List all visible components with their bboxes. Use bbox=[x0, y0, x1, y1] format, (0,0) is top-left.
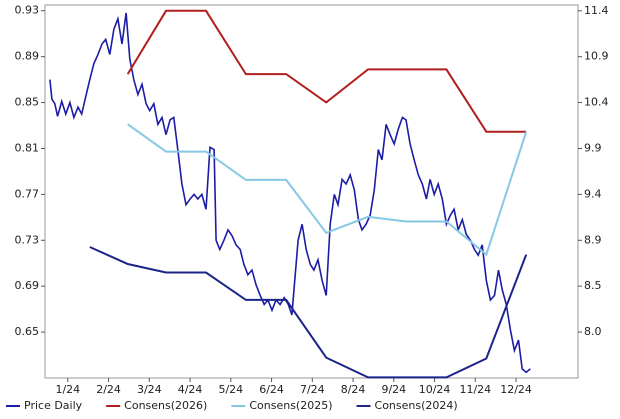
x-tick-label: 3/24 bbox=[137, 383, 162, 396]
x-tick-label: 4/24 bbox=[178, 383, 203, 396]
y-tick-label: 0.65 bbox=[15, 325, 40, 338]
x-tick-label: 1/24 bbox=[55, 383, 80, 396]
y2-tick-label: 8.5 bbox=[584, 279, 602, 292]
x-tick-label: 2/24 bbox=[96, 383, 121, 396]
legend-label: Consens(2024) bbox=[375, 399, 458, 412]
x-tick-label: 8/24 bbox=[341, 383, 366, 396]
series-line bbox=[89, 246, 528, 379]
y2-tick-label: 10.9 bbox=[584, 50, 609, 63]
y-tick-label: 0.85 bbox=[15, 96, 40, 109]
y-tick-label: 0.81 bbox=[15, 141, 40, 154]
y2-tick-label: 9.9 bbox=[584, 141, 602, 154]
x-tick-label: 9/24 bbox=[381, 383, 406, 396]
series-line bbox=[126, 9, 527, 133]
x-tick-label: 10/24 bbox=[419, 383, 451, 396]
y2-tick-label: 10.4 bbox=[584, 96, 609, 109]
x-tick-label: 11/24 bbox=[459, 383, 491, 396]
x-tick-label: 6/24 bbox=[259, 383, 284, 396]
y2-tick-label: 11.4 bbox=[584, 4, 609, 17]
plot-frame bbox=[44, 4, 579, 379]
y-tick-label: 0.69 bbox=[15, 279, 40, 292]
y2-tick-label: 9.4 bbox=[584, 187, 602, 200]
y-tick-label: 0.73 bbox=[15, 233, 40, 246]
y-tick-label: 0.89 bbox=[15, 50, 40, 63]
legend-label: Consens(2025) bbox=[249, 399, 332, 412]
x-tick-label: 12/24 bbox=[500, 383, 532, 396]
legend-label: Price Daily bbox=[24, 399, 83, 412]
series-line bbox=[127, 123, 528, 257]
x-tick-label: 5/24 bbox=[218, 383, 243, 396]
y-tick-label: 0.93 bbox=[15, 4, 40, 17]
y2-tick-label: 8.0 bbox=[584, 325, 602, 338]
y2-tick-label: 8.9 bbox=[584, 233, 602, 246]
x-tick-label: 7/24 bbox=[300, 383, 325, 396]
y-tick-label: 0.77 bbox=[15, 187, 40, 200]
legend-label: Consens(2026) bbox=[124, 399, 207, 412]
